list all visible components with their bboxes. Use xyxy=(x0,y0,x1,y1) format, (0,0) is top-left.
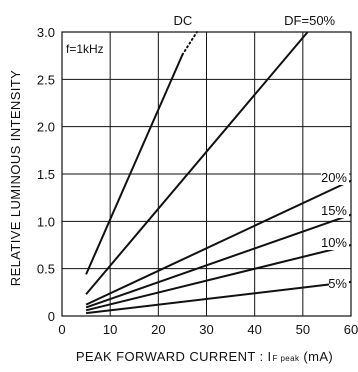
x-axis-label-unit: (mA) xyxy=(299,349,333,364)
y-tick-label: 1.0 xyxy=(37,214,55,229)
y-tick-label: 1.5 xyxy=(37,167,55,182)
x-tick-label: 10 xyxy=(103,322,117,337)
series-labels: DC DF=50% 20% 15% 10% 5% xyxy=(173,13,349,291)
tick-labels: 0 10 20 30 40 50 60 0 0.5 1.0 1.5 2.0 2.5 3.0 xyxy=(37,25,358,337)
series-label: 10% xyxy=(321,235,347,250)
series-line xyxy=(85,31,309,295)
series-label: 15% xyxy=(321,203,347,218)
series-label: 20% xyxy=(321,170,347,185)
x-tick-label: 60 xyxy=(344,322,358,337)
series-label-background xyxy=(321,203,349,218)
series-line xyxy=(85,54,184,275)
frequency-note: f=1kHz xyxy=(66,42,104,56)
x-tick-label: 0 xyxy=(58,322,65,337)
series-line xyxy=(85,179,352,306)
y-tick-label: 0.5 xyxy=(37,262,55,277)
y-tick-label: 0 xyxy=(48,309,55,324)
x-axis-label: PEAK FORWARD CURRENT : IF peak (mA) xyxy=(76,349,333,364)
series-group xyxy=(85,31,352,315)
series-label-background xyxy=(321,235,349,250)
plot-frame xyxy=(61,31,352,317)
y-tick-label: 2.0 xyxy=(37,120,55,135)
series-label: DC xyxy=(173,13,192,28)
x-tick-label: 30 xyxy=(199,322,213,337)
series-line xyxy=(85,213,352,309)
x-tick-label: 20 xyxy=(151,322,165,337)
series-label: DF=50% xyxy=(284,13,335,28)
grid xyxy=(62,32,351,316)
y-tick-label: 2.5 xyxy=(37,72,55,87)
x-axis-label-subscript: F peak xyxy=(273,354,300,363)
x-axis-label-main: PEAK FORWARD CURRENT : I xyxy=(76,349,272,364)
series-label: 5% xyxy=(328,276,347,291)
y-tick-label: 3.0 xyxy=(37,25,55,40)
x-tick-label: 50 xyxy=(296,322,310,337)
series-line xyxy=(85,244,352,312)
x-tick-label: 40 xyxy=(247,322,261,337)
series-label-background xyxy=(321,170,349,185)
series-label-background xyxy=(329,276,349,291)
series-line xyxy=(85,280,352,315)
y-axis-label: RELATIVE LUMINOUS INTENSITY xyxy=(8,70,23,286)
series-extrapolation xyxy=(181,31,198,56)
